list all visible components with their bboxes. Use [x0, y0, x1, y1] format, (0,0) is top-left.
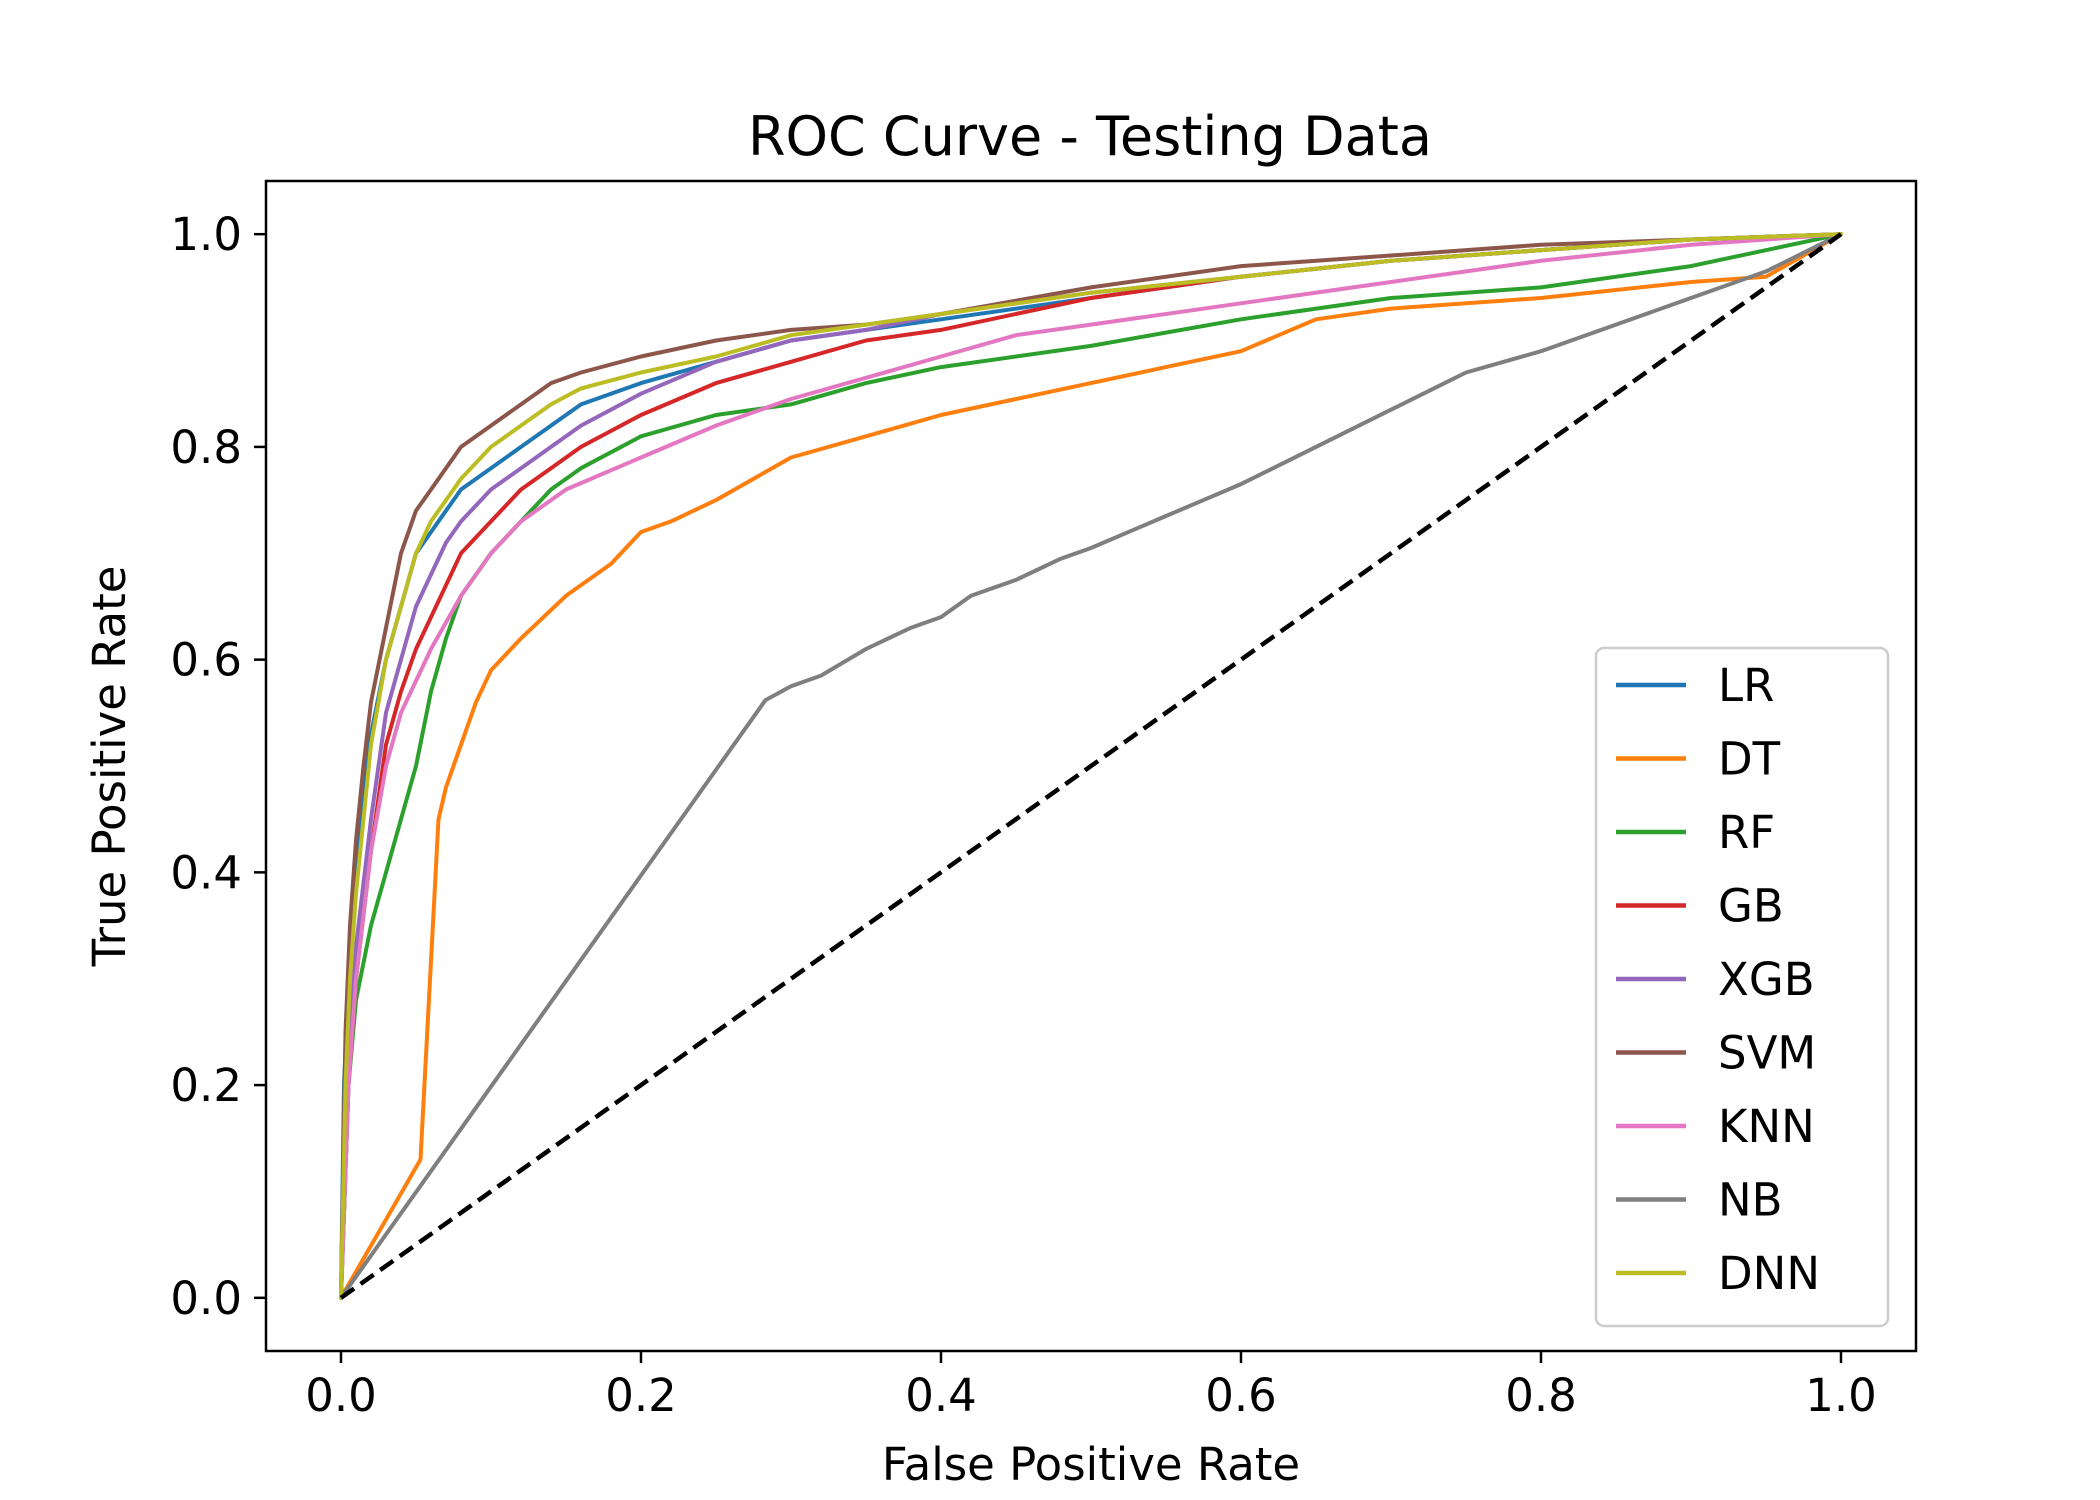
y-tick-label: 0.0 [170, 1272, 242, 1325]
series-line-svm [339, 232, 1843, 1300]
legend-label-gb: GB [1718, 880, 1784, 933]
y-axis: 0.0 0.2 0.4 0.6 0.8 1.0 [170, 208, 266, 1325]
series-line-dt [339, 232, 1843, 1300]
y-axis-label: True Positive Rate [83, 566, 136, 968]
legend-label-xgb: XGB [1718, 953, 1815, 1006]
x-tick-label: 0.4 [905, 1369, 977, 1422]
y-tick-label: 0.2 [170, 1059, 242, 1112]
y-tick-label: 1.0 [170, 208, 242, 261]
series-line-dnn [339, 232, 1843, 1300]
series-line-knn [339, 232, 1843, 1300]
legend-label-nb: NB [1718, 1174, 1783, 1227]
plot-area [264, 179, 1918, 1353]
x-axis: 0.0 0.2 0.4 0.6 0.8 1.0 [305, 1351, 1877, 1422]
x-tick-label: 0.6 [1205, 1369, 1277, 1422]
legend-label-rf: RF [1718, 806, 1775, 859]
chance-diagonal-line [339, 232, 1843, 1300]
legend-label-knn: KNN [1718, 1100, 1815, 1153]
plot-frame [264, 179, 1918, 1353]
legend-label-dnn: DNN [1718, 1247, 1820, 1300]
series-line-rf [339, 232, 1843, 1300]
legend: LR DT RF GB XGB SVM KNN NB DNN [1594, 646, 1890, 1328]
x-tick-label: 0.2 [605, 1369, 677, 1422]
x-tick-label: 0.0 [305, 1369, 377, 1422]
legend-label-dt: DT [1718, 733, 1781, 786]
x-axis-label: False Positive Rate [882, 1438, 1300, 1491]
y-tick-label: 0.8 [170, 421, 242, 474]
legend-label-svm: SVM [1718, 1027, 1816, 1080]
chart-title: ROC Curve - Testing Data [748, 105, 1432, 168]
x-tick-label: 1.0 [1805, 1369, 1877, 1422]
series-layer [339, 232, 1843, 1300]
y-tick-label: 0.4 [170, 846, 242, 899]
legend-label-lr: LR [1718, 659, 1774, 712]
x-tick-label: 0.8 [1505, 1369, 1577, 1422]
legend-items: LR DT RF GB XGB SVM KNN NB DNN [1616, 659, 1820, 1300]
legend-frame [1594, 646, 1890, 1328]
series-line-nb [339, 232, 1843, 1300]
y-tick-label: 0.6 [170, 634, 242, 687]
